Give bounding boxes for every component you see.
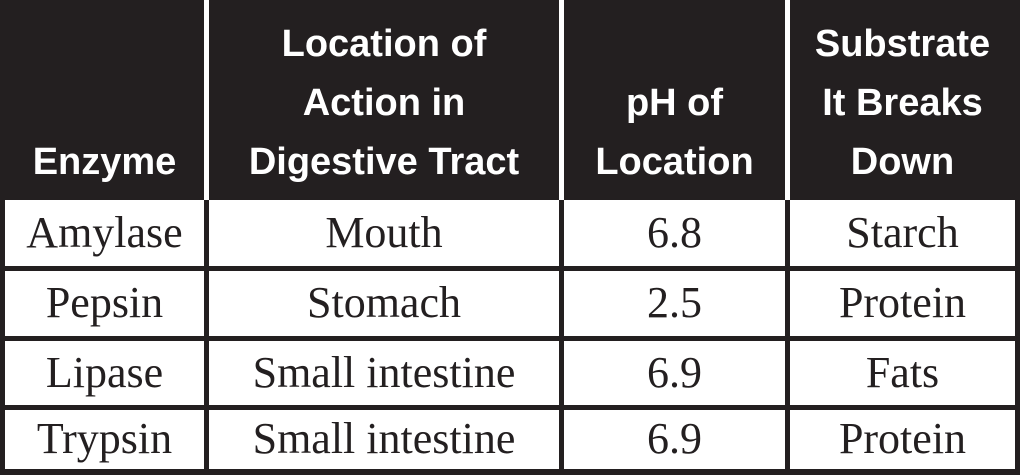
cell-enzyme-lipase: Lipase: [5, 336, 204, 405]
cell-enzyme-amylase: Amylase: [5, 200, 204, 266]
header-line: Substrate: [814, 23, 991, 65]
header-cell-enzyme: Enzyme: [5, 0, 204, 200]
header-line: Location of: [281, 23, 487, 65]
cell-ph-trypsin: 6.9: [559, 405, 785, 469]
cell-enzyme-trypsin: Trypsin: [5, 405, 204, 469]
cell-ph-amylase: 6.8: [559, 200, 785, 266]
cell-ph-pepsin: 2.5: [559, 266, 785, 336]
header-line: Action in: [302, 82, 466, 124]
header-line: It Breaks: [822, 82, 983, 124]
header-line: Digestive Tract: [248, 141, 520, 183]
cell-location-lipase: Small intestine: [204, 336, 559, 405]
header-line: pH of: [625, 82, 724, 124]
cell-substrate-amylase: Starch: [785, 200, 1015, 266]
header-line: Enzyme: [32, 141, 177, 183]
header-line: Down: [850, 141, 955, 183]
cell-location-trypsin: Small intestine: [204, 405, 559, 469]
cell-substrate-pepsin: Protein: [785, 266, 1015, 336]
cell-location-amylase: Mouth: [204, 200, 559, 266]
cell-ph-lipase: 6.9: [559, 336, 785, 405]
cell-enzyme-pepsin: Pepsin: [5, 266, 204, 336]
header-line: Location: [595, 141, 754, 183]
cell-substrate-trypsin: Protein: [785, 405, 1015, 469]
cell-substrate-lipase: Fats: [785, 336, 1015, 405]
header-cell-ph-of-location: pH of Location: [559, 0, 785, 200]
header-cell-substrate: Substrate It Breaks Down: [785, 0, 1015, 200]
cell-location-pepsin: Stomach: [204, 266, 559, 336]
header-cell-location-of-action: Location of Action in Digestive Tract: [204, 0, 559, 200]
